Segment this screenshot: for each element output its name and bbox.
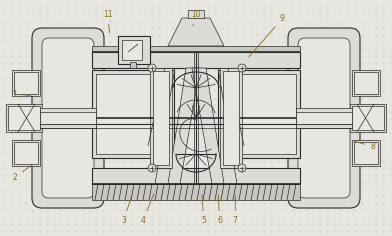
Bar	[354, 142, 378, 164]
Circle shape	[148, 164, 156, 172]
Text: 7: 7	[233, 195, 238, 225]
Bar	[222, 74, 296, 154]
Bar	[354, 72, 378, 94]
Text: 11: 11	[103, 10, 113, 33]
Polygon shape	[168, 18, 224, 46]
Bar	[40, 108, 96, 128]
Bar	[352, 106, 384, 130]
Bar	[223, 71, 239, 165]
Circle shape	[238, 164, 246, 172]
Circle shape	[238, 64, 246, 72]
Bar	[153, 71, 169, 165]
Bar	[14, 142, 38, 164]
Bar	[350, 104, 386, 132]
Bar	[6, 104, 42, 132]
Text: 6: 6	[217, 195, 222, 225]
Bar	[8, 106, 40, 130]
Bar	[352, 70, 380, 96]
Bar	[296, 108, 352, 128]
Bar	[92, 184, 300, 200]
Text: 5: 5	[201, 195, 206, 225]
FancyBboxPatch shape	[42, 38, 94, 198]
Bar	[92, 70, 174, 158]
Polygon shape	[192, 68, 224, 184]
Polygon shape	[168, 68, 200, 184]
Bar	[218, 70, 300, 158]
Bar	[130, 62, 136, 68]
Bar	[40, 112, 96, 124]
Bar	[96, 74, 170, 154]
Circle shape	[148, 64, 156, 72]
Text: 4: 4	[141, 194, 154, 225]
Text: 8: 8	[354, 141, 375, 151]
Text: 1: 1	[13, 90, 31, 99]
Bar	[118, 36, 150, 64]
Bar	[92, 46, 300, 52]
Bar	[92, 168, 300, 184]
Text: 2: 2	[13, 164, 33, 181]
Bar	[14, 72, 38, 94]
Bar	[352, 140, 380, 166]
Text: 3: 3	[121, 194, 132, 225]
Bar	[92, 52, 300, 68]
FancyBboxPatch shape	[298, 38, 350, 198]
Text: 9: 9	[249, 14, 285, 57]
Bar	[296, 112, 352, 124]
Bar	[188, 10, 204, 18]
Bar	[12, 70, 40, 96]
Bar	[220, 68, 242, 168]
FancyBboxPatch shape	[288, 28, 360, 208]
Bar	[12, 140, 40, 166]
Bar	[122, 40, 142, 60]
Text: 10: 10	[191, 10, 201, 26]
FancyBboxPatch shape	[32, 28, 104, 208]
Bar	[150, 68, 172, 168]
